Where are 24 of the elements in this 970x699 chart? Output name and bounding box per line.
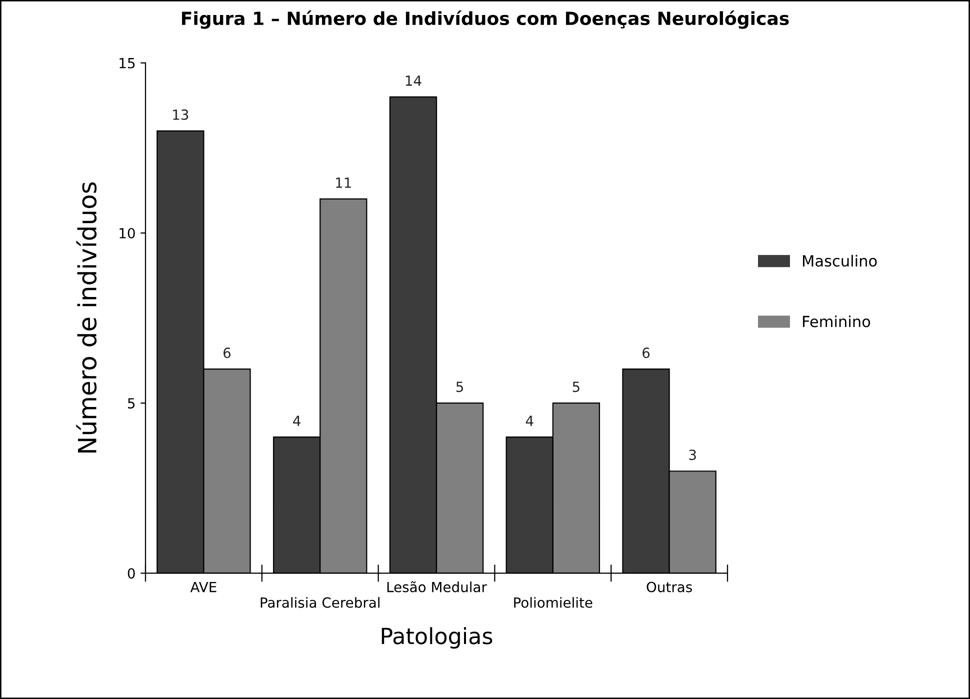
y-tick-label: 0 xyxy=(128,568,135,579)
data-label: 11 xyxy=(336,178,351,188)
data-label: 5 xyxy=(572,382,580,392)
legend-label: Feminino xyxy=(802,315,870,328)
x-tick-label: Lesão Medular xyxy=(387,581,487,592)
chart-title: Figura 1 – Número de Indivíduos com Doenças Neurológicas xyxy=(182,10,789,29)
legend-label: Masculino xyxy=(802,254,877,267)
y-tick-label: 10 xyxy=(120,228,135,238)
data-label: 14 xyxy=(406,76,422,86)
y-tick-label: 15 xyxy=(120,58,135,68)
data-label: 6 xyxy=(224,348,231,358)
data-label: 3 xyxy=(689,450,696,460)
data-label: 4 xyxy=(293,416,300,426)
data-label: 13 xyxy=(173,109,188,120)
y-tick-label: 5 xyxy=(128,398,135,409)
x-tick-label: Outras xyxy=(646,582,692,592)
data-label: 5 xyxy=(456,382,463,392)
x-tick-label: Paralisia Cerebral xyxy=(260,597,380,608)
data-label: 6 xyxy=(642,348,650,358)
y-axis-title: Número de indivíduos xyxy=(76,182,97,452)
x-axis-title: Patologias xyxy=(382,627,492,649)
data-label: 4 xyxy=(526,416,534,426)
x-tick-label: AVE xyxy=(190,582,216,592)
x-tick-label: Poliomielite xyxy=(514,597,592,608)
